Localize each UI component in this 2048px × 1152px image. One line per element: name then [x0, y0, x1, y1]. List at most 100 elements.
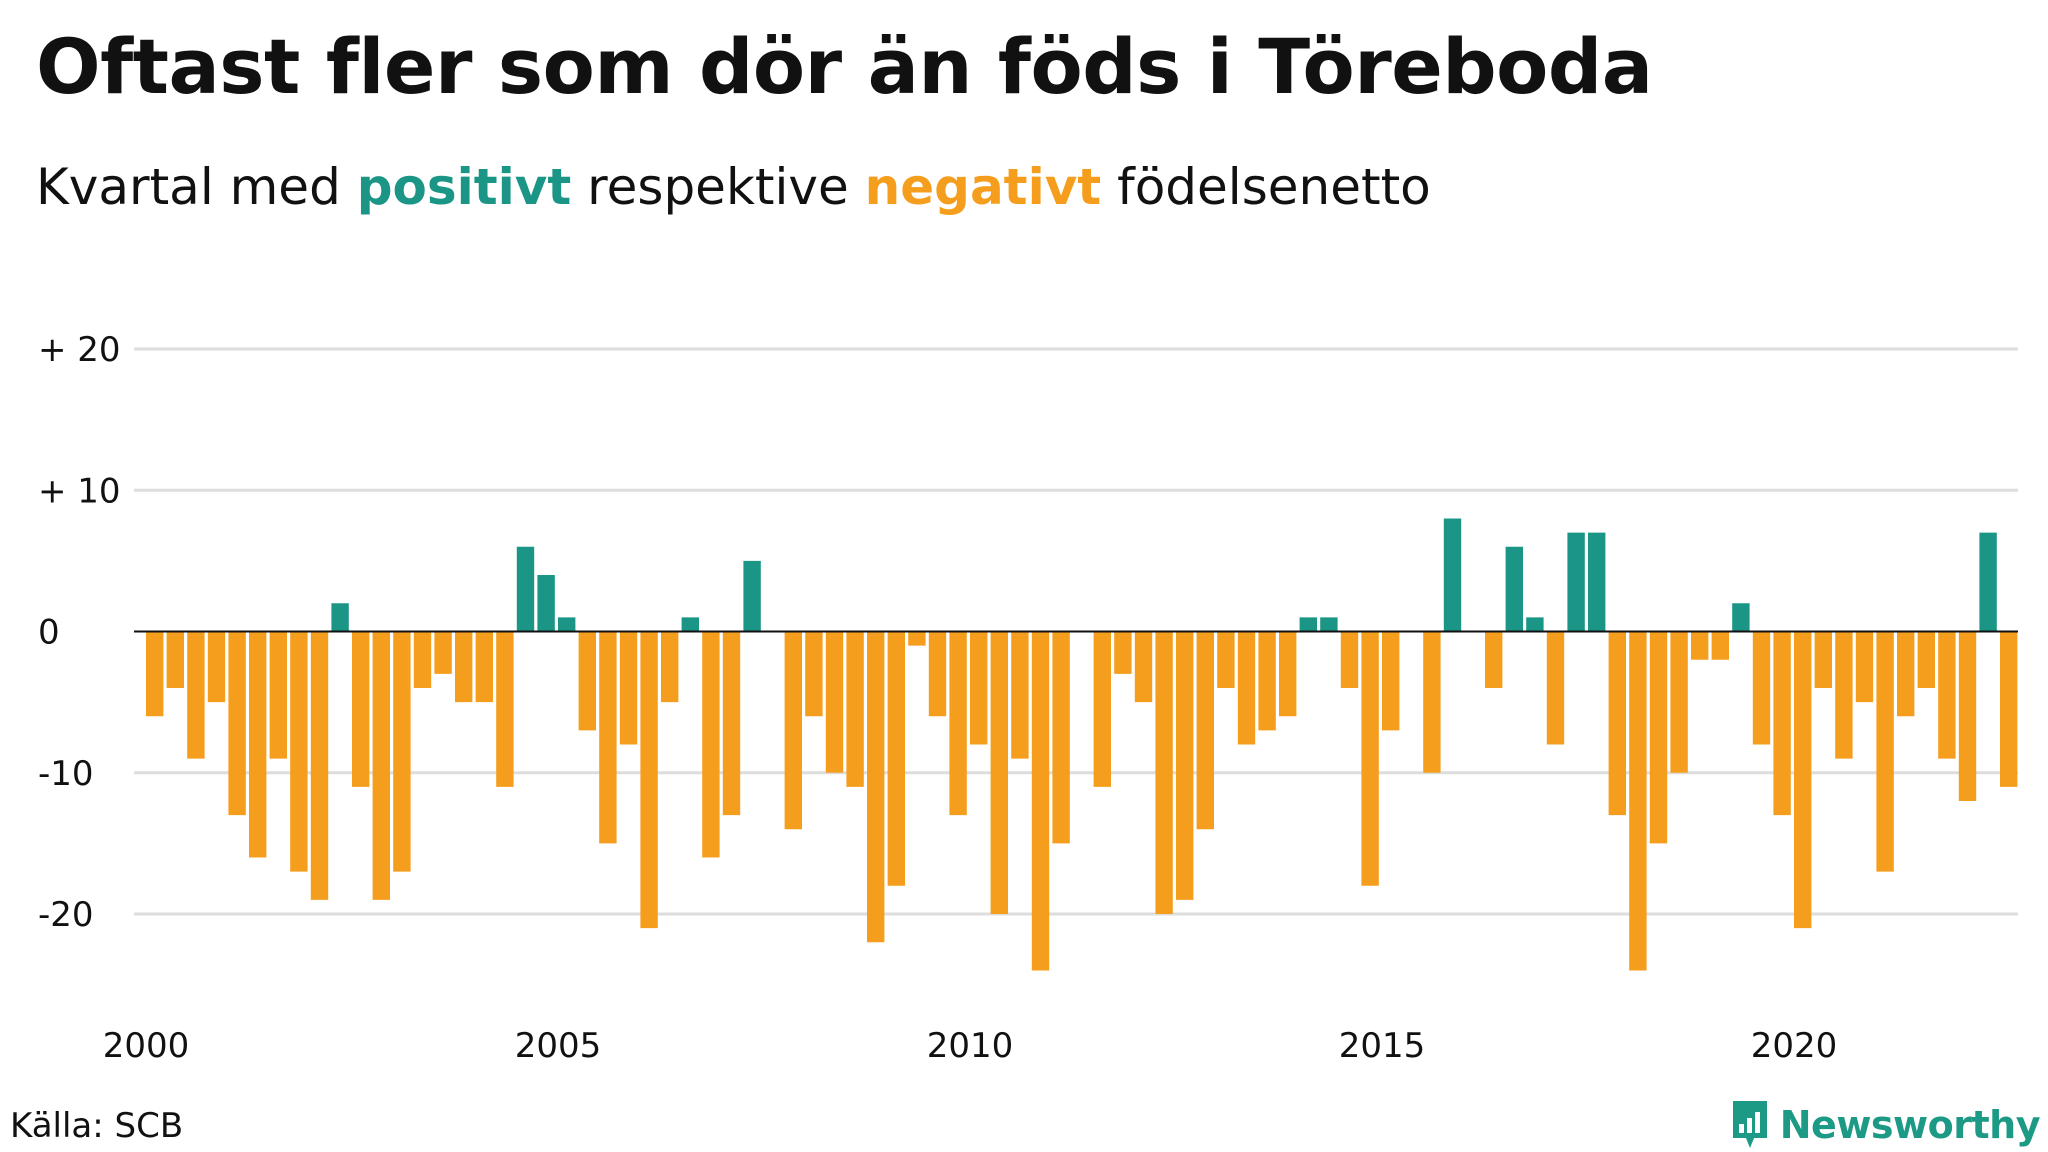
brand-logo: Newsworthy: [1730, 1098, 2041, 1152]
bar: [825, 631, 844, 773]
bar: [722, 631, 741, 816]
bar: [1897, 631, 1915, 717]
chart-title: Oftast fler som dör än föds i Töreboda: [36, 22, 1653, 111]
axis-labels: + 20 + 10 0 -10 -20 2000 2005 2010 2015 2020: [38, 330, 1837, 1066]
subtitle-prefix: Kvartal med: [36, 158, 357, 216]
bar: [1134, 631, 1153, 703]
bar: [1649, 631, 1668, 844]
bar: [743, 560, 761, 632]
bar: [1258, 631, 1276, 731]
bar: [681, 617, 699, 632]
source-note: Källa: SCB: [10, 1106, 184, 1146]
bar: [1732, 603, 1750, 632]
grid-lines: [134, 347, 2018, 916]
x-tick-label: 2020: [1751, 1026, 1838, 1066]
bar: [393, 631, 411, 872]
bar: [249, 631, 267, 858]
bar: [1567, 532, 1585, 632]
bar: [1196, 631, 1214, 830]
bar-chart: + 20 + 10 0 -10 -20 2000 2005 2010 2015 2020: [38, 330, 2018, 1066]
bar: [207, 631, 226, 703]
bar: [352, 631, 370, 787]
bar: [578, 631, 596, 731]
bar: [310, 631, 329, 900]
bar: [1629, 631, 1647, 971]
bar: [290, 631, 308, 872]
bar: [1052, 631, 1070, 844]
bar: [867, 631, 885, 943]
bar: [1608, 631, 1626, 816]
bar: [1958, 631, 1977, 801]
y-tick-label: -10: [38, 754, 94, 794]
subtitle-positive-word: positivt: [356, 158, 572, 216]
bar: [1835, 631, 1853, 759]
bar: [1546, 631, 1565, 745]
bar: [1485, 631, 1503, 688]
bar: [187, 631, 205, 759]
bar: [702, 631, 720, 858]
bar: [599, 631, 617, 844]
y-tick-label: + 20: [38, 330, 121, 370]
bar: [970, 631, 988, 745]
bar: [1505, 546, 1523, 632]
bar: [1382, 631, 1400, 731]
bar: [455, 631, 473, 703]
x-tick-label: 2010: [927, 1026, 1014, 1066]
x-tick-label: 2005: [515, 1026, 602, 1066]
bar: [269, 631, 287, 759]
bar: [1155, 631, 1173, 914]
bar: [1176, 631, 1194, 900]
y-tick-label: -20: [38, 895, 94, 935]
bar: [661, 631, 679, 703]
bar: [1691, 631, 1709, 660]
bar: [1938, 631, 1956, 759]
bar: [166, 631, 184, 688]
bar: [1031, 631, 1050, 971]
bar: [908, 631, 926, 646]
bar: [949, 631, 967, 816]
bar: [1093, 631, 1111, 787]
y-tick-label: 0: [38, 613, 60, 653]
bar: [1794, 631, 1812, 929]
bar: [887, 631, 905, 886]
bar: [372, 631, 390, 900]
subtitle-suffix: födelsenetto: [1101, 158, 1431, 216]
bar: [1773, 631, 1791, 816]
bar: [1917, 631, 1935, 688]
bar: [1320, 617, 1338, 632]
bar: [1752, 631, 1771, 745]
chart-subtitle: Kvartal med positivt respektive negativt…: [36, 158, 1431, 216]
bar: [1237, 631, 1256, 745]
bar: [475, 631, 493, 703]
bar: [228, 631, 246, 816]
bar: [990, 631, 1008, 914]
bar: [928, 631, 947, 717]
bar: [1855, 631, 1874, 703]
bar: [1361, 631, 1379, 886]
bar: [1279, 631, 1297, 717]
x-tick-label: 2015: [1339, 1026, 1426, 1066]
bar: [146, 631, 164, 717]
bar: [1979, 532, 1997, 632]
bar: [331, 603, 349, 632]
bar: [1340, 631, 1359, 688]
bar: [1670, 631, 1688, 773]
bar: [496, 631, 514, 787]
bars: [146, 518, 2018, 971]
subtitle-negative-word: negativt: [864, 158, 1102, 216]
bar: [640, 631, 658, 929]
bar: [1526, 617, 1544, 632]
bar: [2000, 631, 2018, 787]
bar: [1299, 617, 1317, 632]
bar: [1711, 631, 1729, 660]
bar: [1423, 631, 1441, 773]
bar: [413, 631, 432, 688]
y-tick-label: + 10: [38, 471, 121, 511]
x-tick-label: 2000: [103, 1026, 190, 1066]
bar: [846, 631, 864, 787]
bar: [805, 631, 823, 717]
bar: [1814, 631, 1832, 688]
bar: [1876, 631, 1894, 872]
bar: [1114, 631, 1132, 674]
bar: [1217, 631, 1235, 688]
